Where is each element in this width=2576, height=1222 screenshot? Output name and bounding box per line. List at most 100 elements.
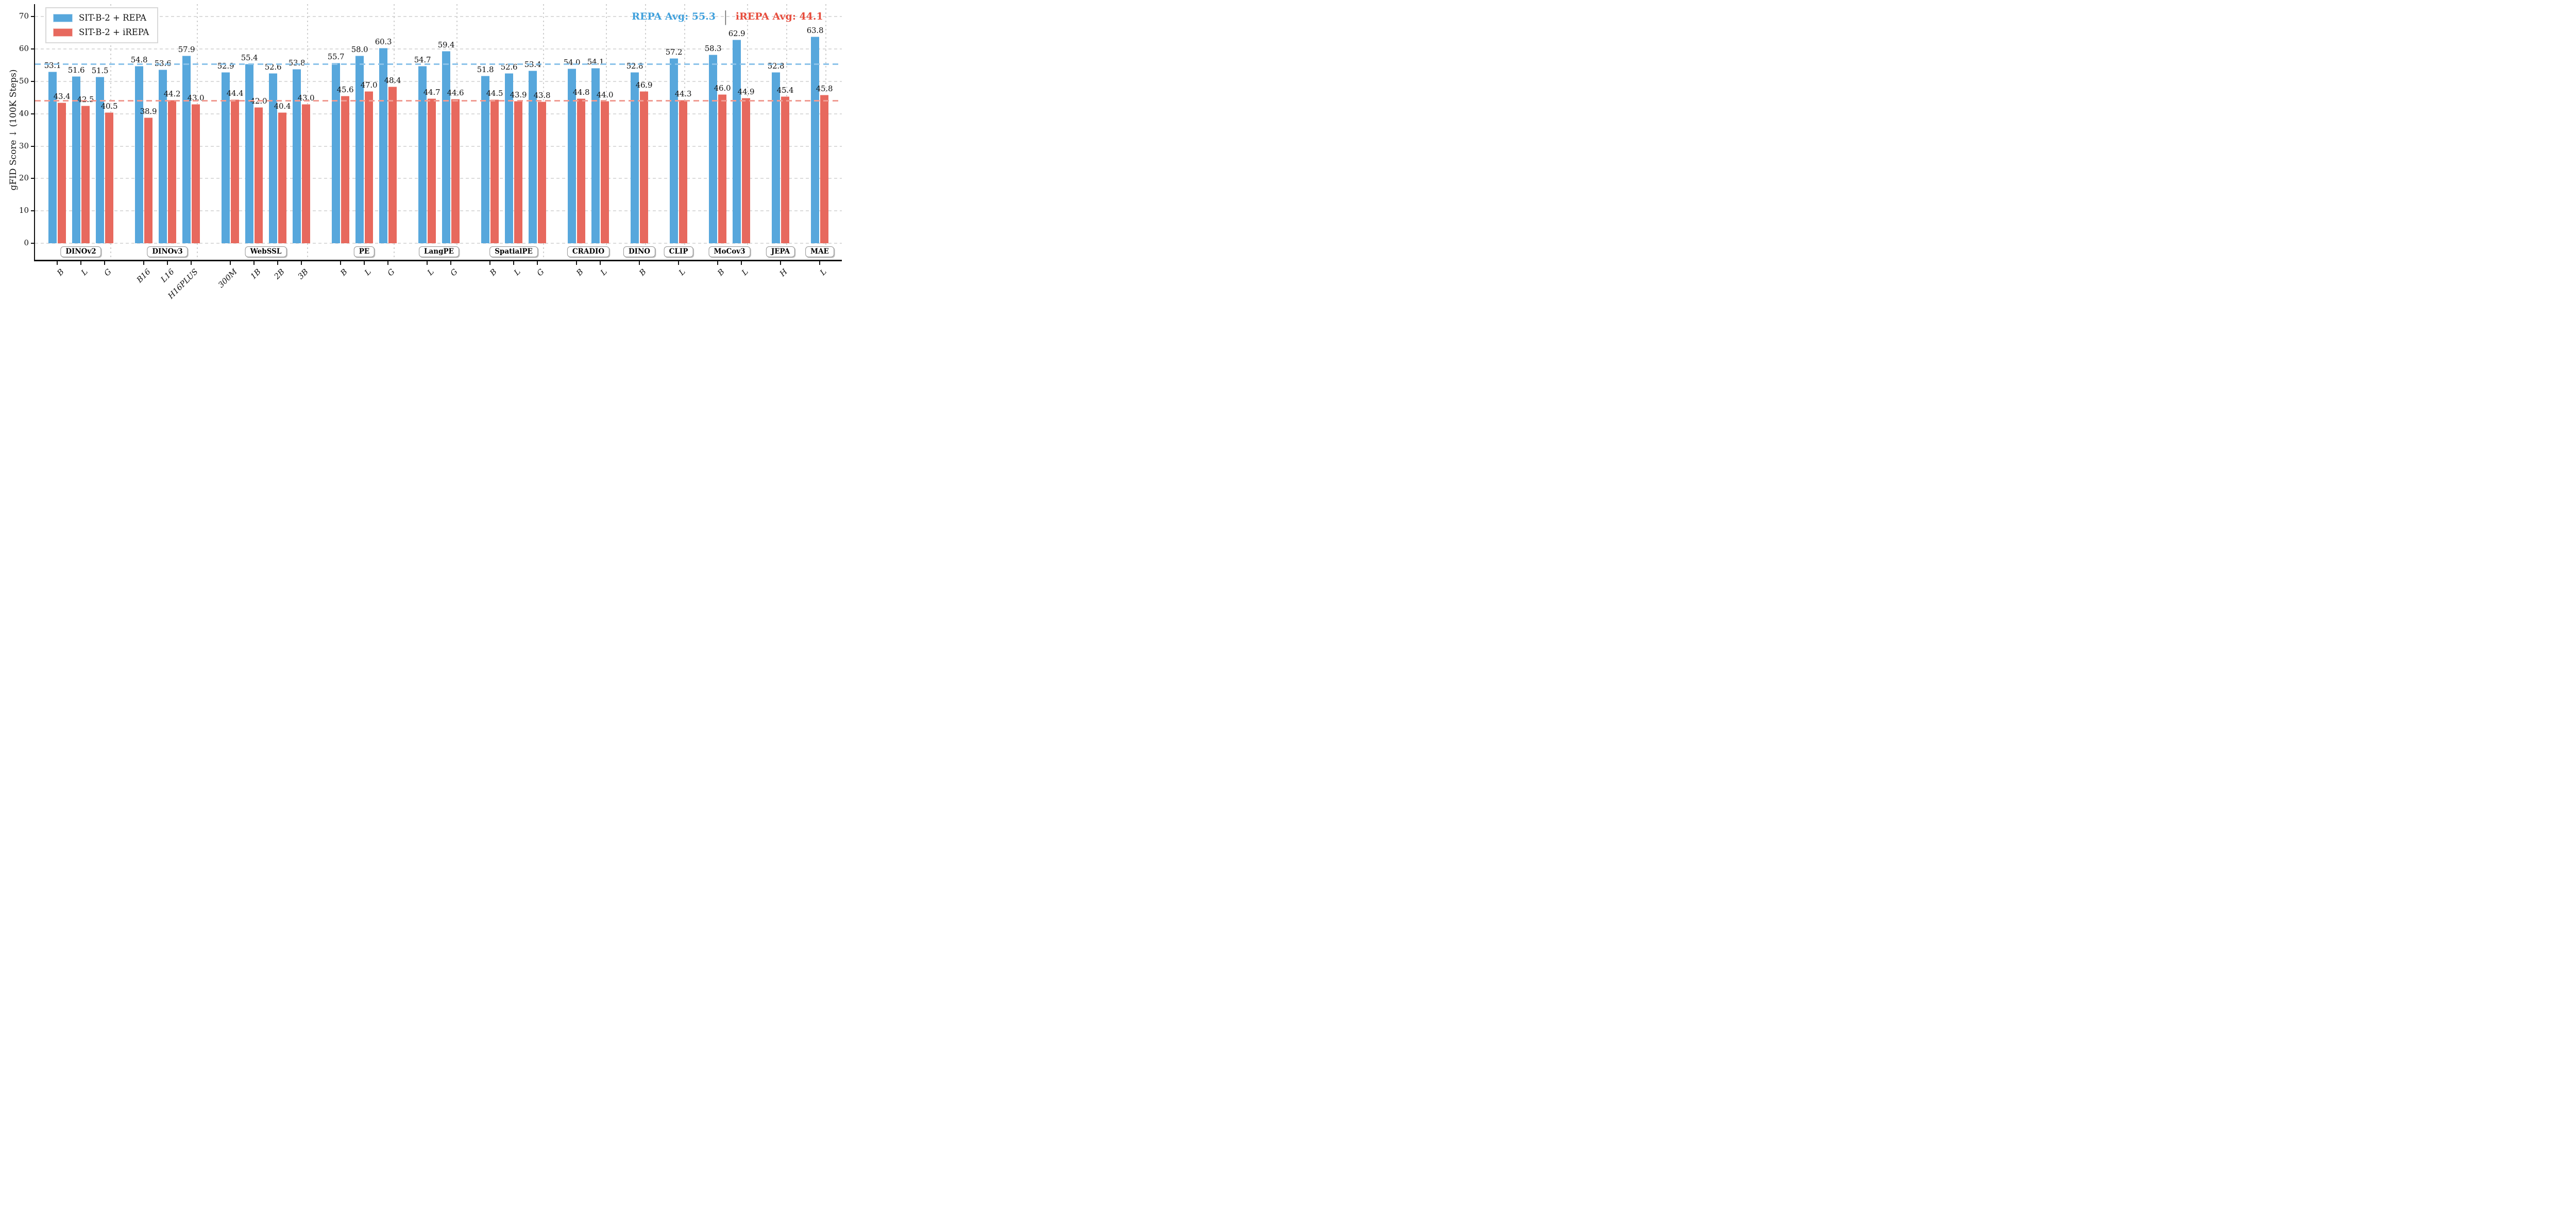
bar-repa	[48, 71, 57, 243]
bar-value-label: 42.5	[69, 95, 102, 104]
gridline	[35, 178, 842, 179]
bar-repa	[733, 39, 741, 243]
bar-value-label: 47.0	[360, 80, 378, 90]
bar-irepa	[192, 104, 200, 243]
bar-value-label: 51.6	[67, 65, 85, 75]
y-tick-label: 0	[24, 238, 29, 247]
group-label: MoCov3	[708, 246, 751, 257]
bar-irepa	[514, 101, 522, 243]
bar-repa	[631, 72, 639, 243]
bar-irepa	[365, 91, 373, 243]
x-tick-mark	[57, 261, 58, 265]
bar-repa	[159, 70, 167, 243]
x-tick-mark	[80, 261, 81, 265]
group-label: LangPE	[419, 246, 459, 257]
bar-value-label: 43.8	[533, 90, 551, 100]
bar-irepa	[718, 94, 726, 243]
group-label: DINOv3	[147, 246, 188, 257]
x-tick-mark	[819, 261, 820, 265]
x-tick-mark	[576, 261, 577, 265]
grid-layer	[0, 0, 846, 306]
y-tick-mark	[31, 178, 35, 179]
y-tick-label: 40	[19, 108, 29, 118]
gridline	[35, 210, 842, 212]
bar-repa	[591, 68, 600, 243]
bar-value-label: 51.5	[91, 65, 109, 75]
x-tick-mark	[230, 261, 231, 265]
x-tick-mark	[600, 261, 601, 265]
bar-irepa	[341, 95, 349, 243]
irepa-average-line	[35, 99, 842, 102]
bar-irepa	[255, 107, 263, 243]
bar-value-label: 48.4	[384, 76, 401, 86]
gridline	[35, 16, 842, 18]
bar-repa	[442, 51, 450, 243]
bar-repa	[269, 73, 277, 243]
x-tick-mark	[450, 261, 451, 265]
bar-value-label: 53.8	[288, 58, 306, 68]
gfid-bar-chart-figure: 53.143.451.642.551.540.554.838.953.644.2…	[0, 0, 846, 306]
y-tick-mark	[31, 210, 35, 212]
bar-value-label: 46.9	[635, 80, 653, 90]
y-tick-label: 70	[19, 11, 29, 21]
x-tick-mark	[489, 261, 490, 265]
bar-repa	[772, 72, 780, 243]
x-tick-mark	[191, 261, 192, 265]
bar-value-label: 44.5	[486, 88, 503, 98]
bar-value-label: 46.0	[714, 83, 731, 93]
annotation-divider: |	[724, 8, 727, 25]
group-label: CRADIO	[567, 246, 610, 257]
x-tick-mark	[741, 261, 742, 265]
irepa-average-text: iREPA Avg: 44.1	[735, 11, 823, 22]
bar-irepa	[640, 91, 648, 243]
legend-swatch-repa	[53, 13, 73, 22]
bar-irepa	[58, 103, 66, 243]
bar-value-label: 44.0	[596, 90, 614, 99]
bar-value-label: 59.4	[437, 40, 455, 49]
group-label: DINO	[623, 246, 656, 257]
bar-repa	[245, 64, 253, 243]
x-tick-mark	[427, 261, 428, 265]
bar-irepa	[231, 99, 239, 243]
bar-repa	[418, 66, 427, 243]
bar-value-label: 43.9	[510, 90, 527, 100]
bar-repa	[481, 75, 489, 243]
x-tick-mark	[678, 261, 679, 265]
gridline	[35, 243, 842, 244]
axis-layer: 0 10 20 30 40 50 60 70 B L G DINOv2 B16 L16 H16PLUS DIN…	[0, 0, 846, 306]
legend-label-irepa: SIT-B-2 + iREPA	[79, 27, 149, 37]
x-tick-mark	[387, 261, 388, 265]
x-tick-mark	[104, 261, 105, 265]
bar-irepa	[144, 117, 152, 243]
bar-value-label: 45.8	[816, 84, 833, 94]
bar-repa	[568, 68, 576, 243]
bar-irepa	[742, 98, 750, 243]
bar-repa	[505, 73, 513, 243]
bar-value-label: 51.8	[477, 64, 494, 74]
bar-value-label: 44.8	[572, 87, 590, 97]
bar-irepa	[820, 95, 828, 243]
bar-irepa	[278, 112, 286, 243]
bar-repa	[72, 76, 80, 243]
bar-irepa	[490, 99, 499, 243]
bar-value-label: 38.9	[140, 106, 157, 116]
bar-value-label: 40.5	[100, 101, 118, 111]
bar-repa	[135, 65, 143, 243]
bar-value-label: 44.3	[674, 89, 692, 98]
bar-value-label: 57.9	[178, 45, 195, 55]
gridline	[35, 81, 842, 82]
bar-irepa	[105, 112, 113, 243]
bar-value-label: 44.7	[423, 88, 440, 97]
bar-irepa	[302, 104, 310, 243]
repa-average-text: REPA Avg: 55.3	[632, 11, 716, 22]
bar-value-label: 44.9	[737, 87, 755, 97]
y-tick-label: 30	[19, 141, 29, 150]
bar-repa	[182, 56, 191, 243]
bar-repa	[96, 76, 104, 243]
bar-value-label: 54.7	[414, 55, 431, 65]
x-tick-mark	[253, 261, 255, 265]
group-label: SpatialPE	[489, 246, 538, 257]
x-tick-mark	[780, 261, 781, 265]
y-axis-spine	[34, 4, 35, 261]
bar-irepa	[577, 98, 585, 243]
